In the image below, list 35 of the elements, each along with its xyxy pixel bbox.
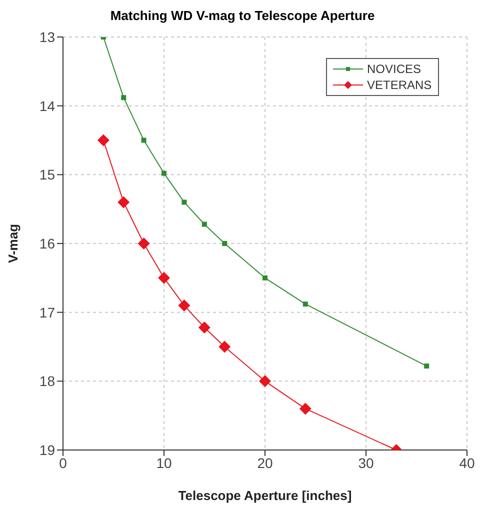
point <box>182 200 187 205</box>
point <box>202 222 207 227</box>
point <box>218 340 231 353</box>
point <box>424 364 430 369</box>
point <box>262 275 268 280</box>
chart-title: Matching WD V-mag to Telescope Aperture <box>109 8 376 23</box>
x-tick-label: 20 <box>257 454 273 471</box>
point <box>141 138 146 143</box>
point <box>121 95 126 100</box>
y-axis-title: V-mag <box>6 224 21 264</box>
point <box>118 196 130 208</box>
point <box>162 170 166 176</box>
y-tick-label: 16 <box>39 235 56 252</box>
y-tick-label: 15 <box>39 166 56 183</box>
point <box>302 302 308 307</box>
x-tick-label: 0 <box>59 454 68 471</box>
legend-label: NOVICES <box>367 61 422 77</box>
point <box>259 375 271 388</box>
point <box>178 299 190 312</box>
point <box>97 134 110 146</box>
point <box>198 321 210 334</box>
point <box>222 241 228 246</box>
point <box>138 238 150 250</box>
y-tick-label: 13 <box>39 28 56 45</box>
x-axis-title: Telescope Aperture [inches] <box>178 488 352 503</box>
legend-label: VETERANS <box>367 77 432 93</box>
y-tick-label: 19 <box>39 442 56 458</box>
x-tick-label: 30 <box>358 454 374 471</box>
x-tick-label: 40 <box>459 454 475 471</box>
y-tick-label: 14 <box>39 98 56 114</box>
point <box>299 402 312 415</box>
point <box>158 272 170 284</box>
y-tick-label: 17 <box>39 304 56 320</box>
x-tick-label: 10 <box>156 454 172 471</box>
y-tick-label: 18 <box>39 373 56 390</box>
